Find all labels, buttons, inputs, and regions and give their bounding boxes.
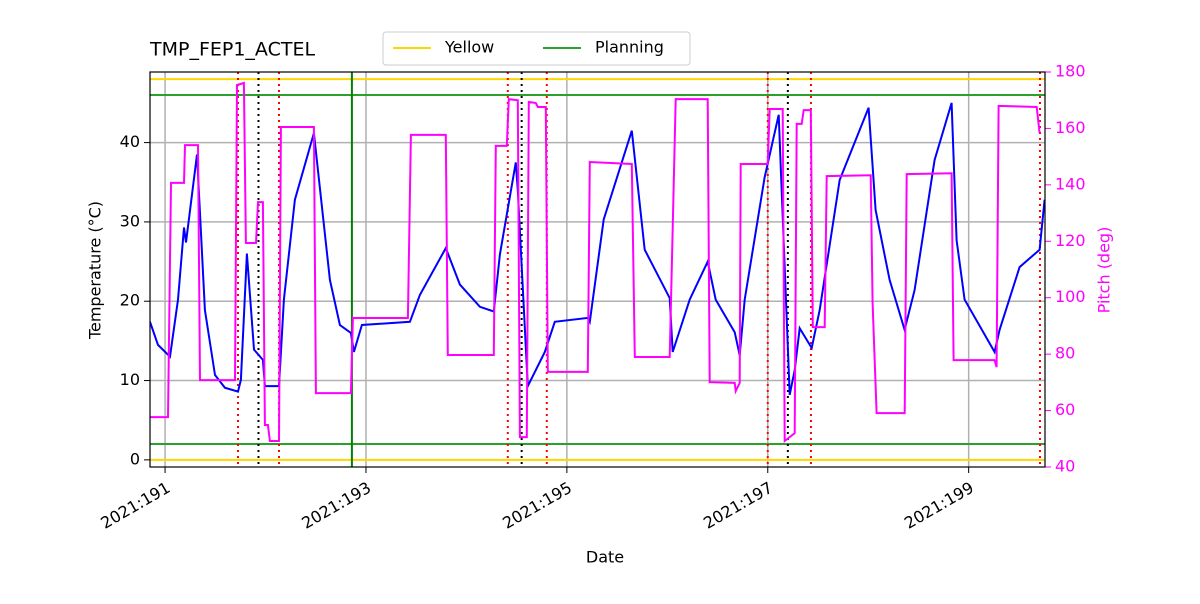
data-line <box>150 81 1041 444</box>
chart-title: TMP_FEP1_ACTEL <box>149 39 315 61</box>
y-tick-label: 0 <box>130 449 140 468</box>
legend-label: Planning <box>595 38 664 57</box>
y2-tick-label: 100 <box>1055 287 1086 306</box>
y-axis-label: Temperature (°C) <box>86 201 105 340</box>
x-tick-label: 2021:197 <box>700 478 776 533</box>
y-tick-label: 40 <box>120 132 140 151</box>
x-tick-label: 2021:195 <box>499 478 575 533</box>
y2-tick-label: 40 <box>1055 457 1075 476</box>
y2-tick-label: 140 <box>1055 174 1086 193</box>
legend-label: Yellow <box>444 38 494 57</box>
x-tick-label: 2021:199 <box>901 478 977 533</box>
x-axis-label: Date <box>586 548 624 567</box>
y-tick-label: 20 <box>120 291 140 310</box>
y-tick-label: 10 <box>120 370 140 389</box>
y2-tick-label: 80 <box>1055 344 1075 363</box>
x-tick-label: 2021:191 <box>97 478 173 533</box>
plot-frame <box>149 71 1046 468</box>
legend-box <box>382 31 691 66</box>
x-tick-label: 2021:193 <box>298 478 374 533</box>
y2-tick-label: 60 <box>1055 400 1075 419</box>
y2-axis-label: Pitch (deg) <box>1095 227 1114 314</box>
data-line <box>150 102 1045 395</box>
y2-tick-label: 120 <box>1055 231 1086 250</box>
y-tick-label: 30 <box>120 211 140 230</box>
plot-area <box>150 72 1045 467</box>
y2-tick-label: 180 <box>1055 62 1086 81</box>
y2-tick-label: 160 <box>1055 118 1086 137</box>
